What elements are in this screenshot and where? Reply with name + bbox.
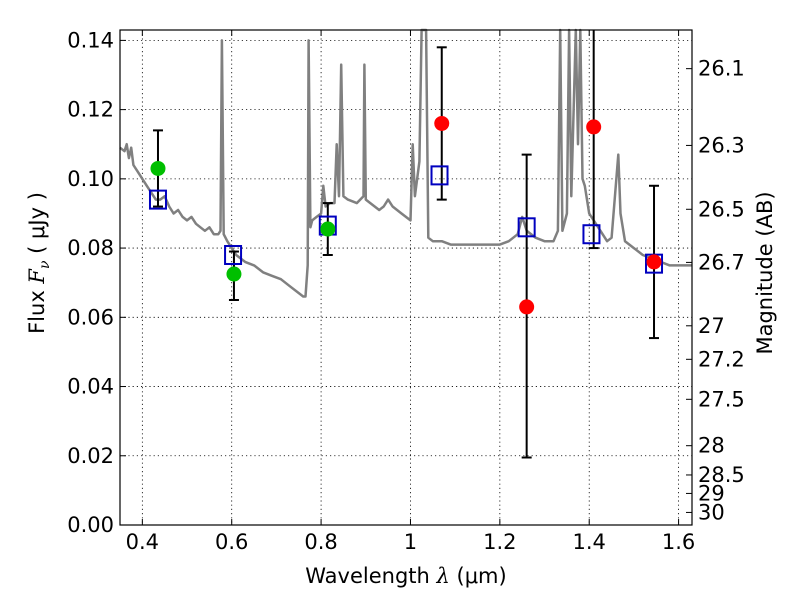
ticks: 0.4 0.6 0.8 1 1.2 1.4 1.6 0.00 0.02 0.04 0.06 0.08 0… [67,28,745,554]
y-tick-label: 0.06 [67,305,114,329]
x-axis-label: Wavelength λ (μm) [305,564,506,588]
x-axis-label-prefix: Wavelength [305,564,436,588]
y2-tick-label: 26.7 [698,250,745,274]
y-tick-label: 0.02 [67,444,114,468]
sed-model-line [119,28,692,298]
x-tick-label: 0.8 [304,530,337,554]
y2-axis-label: Magnitude (AB) [753,191,777,354]
series-layer [119,28,692,459]
y2-tick-label: 27.5 [698,387,745,411]
y-axis-label-prefix: Flux [25,284,49,334]
observed-point-red [586,119,602,135]
model-photometry-square [582,224,601,245]
y2-tick-label: 26.1 [698,57,745,81]
observed-point-red [434,115,450,131]
y2-tick-label: 29 [698,481,725,505]
y-axis-label-symbol: F [25,268,49,285]
observed-point-green [150,160,166,176]
y-tick-label: 0.08 [67,236,114,260]
x-tick-label: 1.2 [483,530,516,554]
observed-point-green [226,266,242,282]
model-photometry-square [224,245,243,265]
y-axis-label-suffix: ( μJy ) [25,192,49,260]
x-tick-label: 1.4 [573,530,606,554]
plot-frame [119,29,693,526]
x-tick-label: 1.6 [662,530,695,554]
y-tick-label: 0.00 [67,513,114,537]
observed-point-red [519,299,535,315]
grid [120,30,692,526]
y2-tick-label: 30 [698,500,725,524]
model-photometry-square [517,217,536,238]
x-tick-label: 0.6 [215,530,248,554]
y-axis-label-subscript: ν [37,260,53,269]
y-axis-label: Flux Fν ( μJy ) [25,192,53,334]
observed-point-red [646,254,662,270]
x-tick-label: 0.4 [126,530,159,554]
y2-tick-label: 27.2 [698,347,745,371]
observed-point-green [320,221,336,237]
y2-tick-label: 26.5 [698,197,745,221]
x-tick-label: 1 [404,530,417,554]
x-axis-label-suffix: (μm) [450,564,507,588]
y2-tick-label: 28 [698,434,725,458]
y2-tick-label: 28.5 [698,463,745,487]
y2-tick-label: 26.3 [698,133,745,157]
model-photometry-square [148,189,167,210]
y2-tick-label: 27 [698,314,725,338]
y-tick-label: 0.04 [67,375,114,399]
y-tick-label: 0.14 [67,28,114,52]
y-tick-label: 0.12 [67,98,114,122]
x-axis-label-symbol: λ [436,564,450,588]
model-photometry-square [430,165,449,186]
y-tick-label: 0.10 [67,167,114,191]
